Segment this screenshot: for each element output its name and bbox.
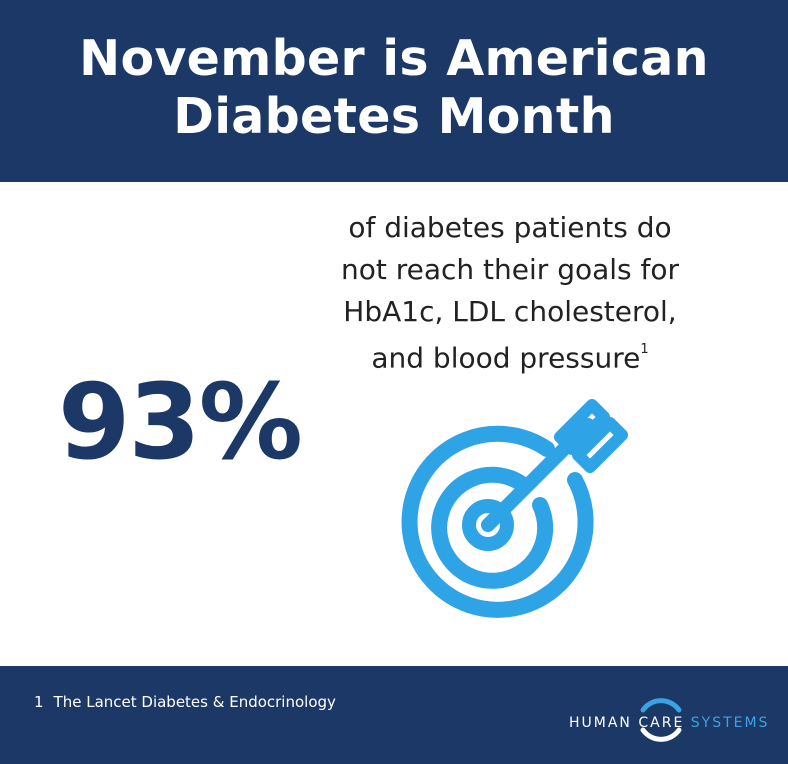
target-arrow-icon (401, 399, 628, 618)
description-line-1: of diabetes patients do (348, 211, 672, 244)
description-line-3: HbA1c, LDL cholesterol, (343, 295, 677, 328)
logo-word-systems: SYSTEMS (690, 715, 770, 731)
statistic-description: of diabetes patients do not reach their … (300, 207, 720, 379)
company-logo: HUMAN CARE SYSTEMS (569, 710, 769, 736)
footnote-marker: 1 (640, 342, 649, 357)
logo-ring-icon (640, 698, 682, 742)
title-line-1: November is American (79, 30, 709, 87)
description-line-4: and blood pressure1 (300, 333, 720, 379)
description-line-2: not reach their goals for (340, 253, 680, 286)
header-banner: November is American Diabetes Month (0, 0, 788, 182)
description-line-4-text: and blood pressure (371, 341, 641, 375)
footer-banner: 1 The Lancet Diabetes & Endocrinology HUM… (0, 666, 788, 764)
footnote: 1 The Lancet Diabetes & Endocrinology (34, 692, 336, 712)
logo-word-care: CARE (638, 715, 685, 731)
footnote-number: 1 (34, 693, 44, 711)
page-title: November is American Diabetes Month (0, 30, 788, 146)
title-line-2: Diabetes Month (173, 88, 615, 145)
footnote-text: The Lancet Diabetes & Endocrinology (53, 693, 336, 711)
logo-word-human: HUMAN (569, 715, 632, 731)
statistic-value: 93% (58, 361, 303, 483)
